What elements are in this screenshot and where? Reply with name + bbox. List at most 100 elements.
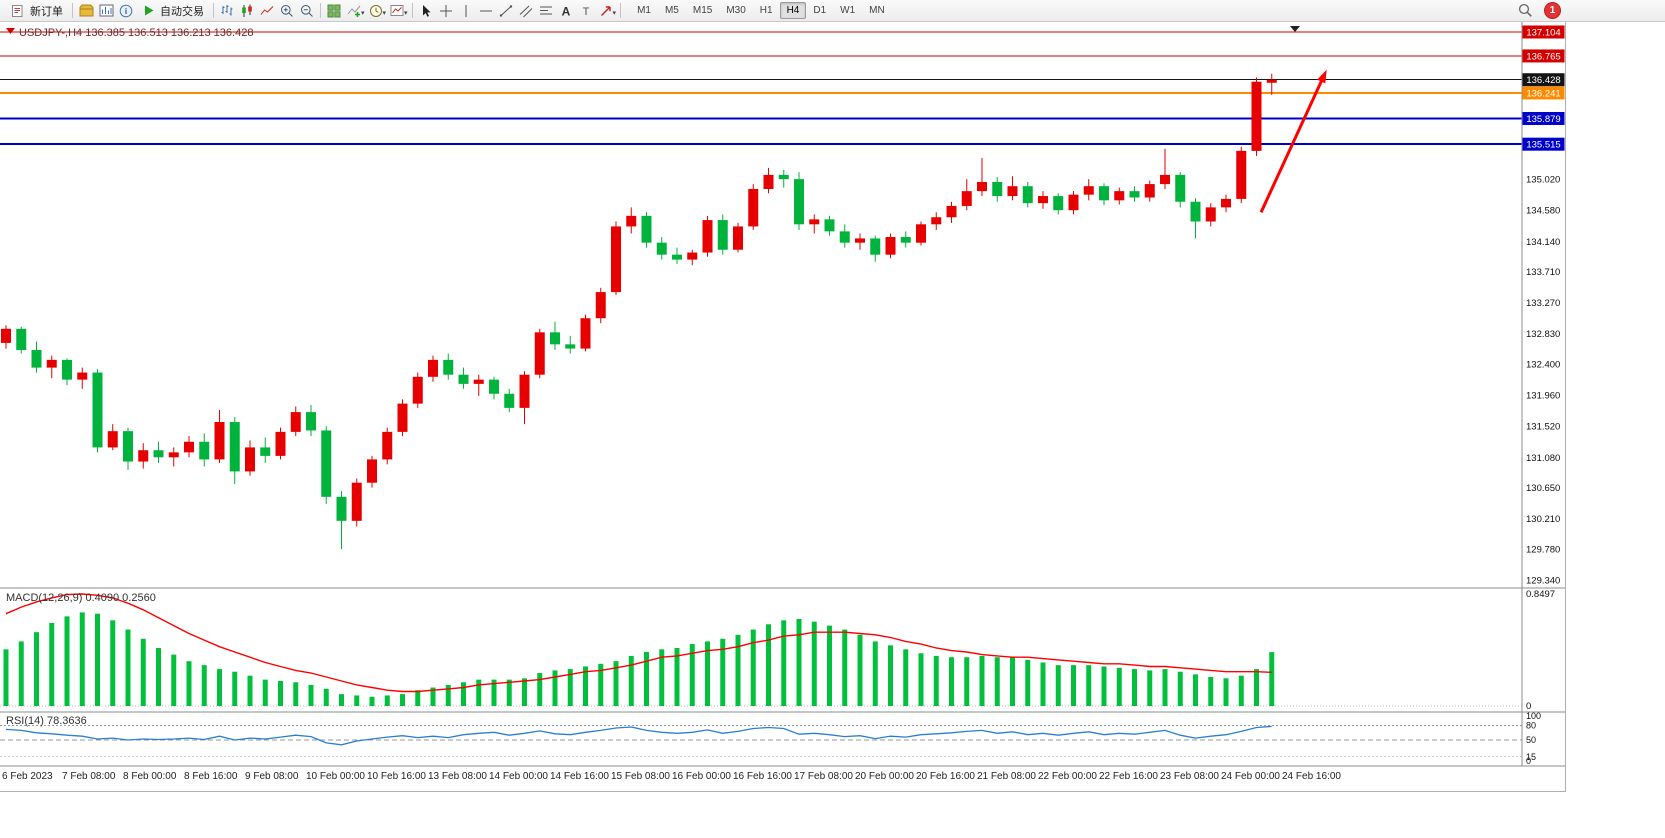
candle-body bbox=[550, 332, 560, 345]
candle-body bbox=[641, 215, 652, 243]
timeframe-m30[interactable]: M30 bbox=[726, 5, 746, 16]
charts-profile-icon[interactable] bbox=[76, 2, 96, 20]
timeframe-h4[interactable]: H4 bbox=[779, 2, 807, 19]
candle-body bbox=[138, 450, 149, 462]
candle-body bbox=[31, 349, 42, 368]
arrows-tool-icon[interactable] bbox=[596, 2, 616, 20]
timeframe-m15[interactable]: M15 bbox=[692, 5, 713, 16]
candle-body bbox=[275, 431, 286, 456]
candle-body bbox=[123, 431, 133, 462]
price-level-lines[interactable] bbox=[0, 31, 1522, 146]
vertical-line-icon[interactable] bbox=[456, 2, 476, 20]
macd-label: MACD(12,26,9) 0.4090 0.2560 bbox=[6, 592, 156, 604]
macd-bar bbox=[1162, 669, 1168, 706]
macd-bar bbox=[705, 641, 710, 706]
macd-bar bbox=[644, 651, 649, 706]
candle-body bbox=[733, 226, 743, 250]
candle-body bbox=[565, 344, 576, 349]
macd-bar bbox=[18, 641, 24, 706]
horizontal-line-icon[interactable] bbox=[476, 2, 496, 20]
candle-body bbox=[489, 379, 499, 394]
macd-bar bbox=[1208, 677, 1214, 706]
zoom-in-icon[interactable] bbox=[277, 2, 297, 20]
chart-canvas[interactable]: 135.020 134.580 134.140 133.710 133.270 132.8… bbox=[0, 22, 1565, 790]
candlestick-series bbox=[1, 73, 1277, 550]
new-order-button[interactable]: 新订单 bbox=[4, 2, 69, 20]
macd-bar bbox=[872, 641, 878, 706]
zoom-out-icon[interactable] bbox=[297, 2, 317, 20]
macd-bar bbox=[552, 670, 558, 706]
candle-body bbox=[1190, 201, 1201, 222]
macd-bar bbox=[964, 657, 970, 706]
candle-body bbox=[62, 359, 72, 380]
macd-bar bbox=[369, 696, 375, 706]
notification-badge[interactable]: 1 bbox=[1544, 2, 1561, 19]
time-label: 9 Feb 08:00 bbox=[245, 771, 299, 782]
candle-body bbox=[184, 441, 194, 453]
fibonacci-icon[interactable] bbox=[536, 2, 556, 20]
timeframe-h1[interactable]: H1 bbox=[759, 5, 773, 16]
price-badge bbox=[1522, 137, 1565, 151]
candle-body bbox=[77, 372, 88, 380]
indicators-dropdown-caret[interactable]: ▾ bbox=[361, 9, 365, 17]
timeframe-w1[interactable]: W1 bbox=[840, 5, 856, 16]
periods-dropdown-caret[interactable]: ▾ bbox=[382, 9, 387, 17]
cursor-icon[interactable] bbox=[416, 2, 436, 20]
price-badge bbox=[1522, 86, 1565, 100]
trend-arrow-object[interactable] bbox=[1259, 69, 1327, 213]
auto-trading-button[interactable]: 自动交易 bbox=[136, 2, 210, 20]
templates-dropdown-caret[interactable]: ▾ bbox=[404, 9, 408, 17]
periods-clock-icon[interactable] bbox=[366, 2, 386, 20]
chart-shift-marker[interactable] bbox=[1290, 26, 1300, 32]
time-scale[interactable]: 6 Feb 2023 7 Feb 08:00 8 Feb 00:00 8 Feb 16… bbox=[2, 771, 1341, 782]
candle-body bbox=[748, 189, 759, 227]
macd-bar bbox=[140, 638, 146, 706]
crosshair-icon[interactable] bbox=[436, 2, 456, 20]
indicators-icon[interactable] bbox=[344, 2, 364, 20]
macd-bar bbox=[628, 655, 634, 706]
macd-bar bbox=[217, 669, 222, 706]
timeframe-d1[interactable]: D1 bbox=[813, 5, 827, 16]
macd-bar bbox=[110, 620, 116, 706]
text-tool-icon[interactable]: A bbox=[556, 2, 576, 20]
line-chart-icon[interactable] bbox=[257, 2, 277, 20]
macd-scale-max: 0.8497 bbox=[1526, 589, 1555, 600]
data-window-icon[interactable]: i bbox=[116, 2, 136, 20]
market-watch-icon[interactable] bbox=[96, 2, 116, 20]
search-icon[interactable] bbox=[1515, 2, 1535, 20]
time-label: 24 Feb 16:00 bbox=[1282, 771, 1341, 782]
macd-bar bbox=[1147, 670, 1153, 706]
macd-bar bbox=[842, 629, 848, 706]
macd-bar bbox=[415, 690, 421, 706]
macd-bar bbox=[689, 644, 695, 706]
timeframe-mn[interactable]: MN bbox=[869, 5, 885, 16]
time-label: 21 Feb 08:00 bbox=[977, 771, 1036, 782]
trendline-icon[interactable] bbox=[496, 2, 516, 20]
text-label-icon[interactable]: T bbox=[576, 2, 596, 20]
candle-body bbox=[1175, 174, 1186, 202]
macd-bar bbox=[796, 619, 802, 706]
timeframe-m1[interactable]: M1 bbox=[637, 5, 651, 16]
candle-body bbox=[672, 254, 682, 260]
price-tick-label: 131.520 bbox=[1526, 422, 1560, 433]
toolbar-separator bbox=[72, 3, 73, 18]
price-scale[interactable]: 135.020 134.580 134.140 133.710 133.270 132.8… bbox=[1526, 175, 1560, 766]
macd-bar bbox=[1238, 675, 1244, 706]
macd-bar bbox=[186, 661, 192, 706]
svg-text:A: A bbox=[561, 4, 570, 18]
candlestick-chart-icon[interactable] bbox=[237, 2, 257, 20]
candle-body bbox=[1038, 196, 1048, 204]
arrows-dropdown-caret[interactable]: ▾ bbox=[612, 9, 617, 17]
equidistant-channel-icon[interactable] bbox=[516, 2, 536, 20]
macd-bar bbox=[735, 634, 741, 706]
timeframe-m5[interactable]: M5 bbox=[664, 5, 679, 16]
rsi-scale-label: 80 bbox=[1526, 721, 1536, 731]
tile-windows-icon[interactable] bbox=[324, 2, 344, 20]
macd-bar bbox=[293, 682, 299, 706]
templates-icon[interactable] bbox=[387, 2, 407, 20]
macd-bar bbox=[1086, 665, 1092, 706]
macd-bar bbox=[400, 694, 405, 706]
candle-body bbox=[16, 328, 27, 350]
bar-chart-icon[interactable] bbox=[217, 2, 237, 20]
macd-bar bbox=[476, 679, 482, 706]
